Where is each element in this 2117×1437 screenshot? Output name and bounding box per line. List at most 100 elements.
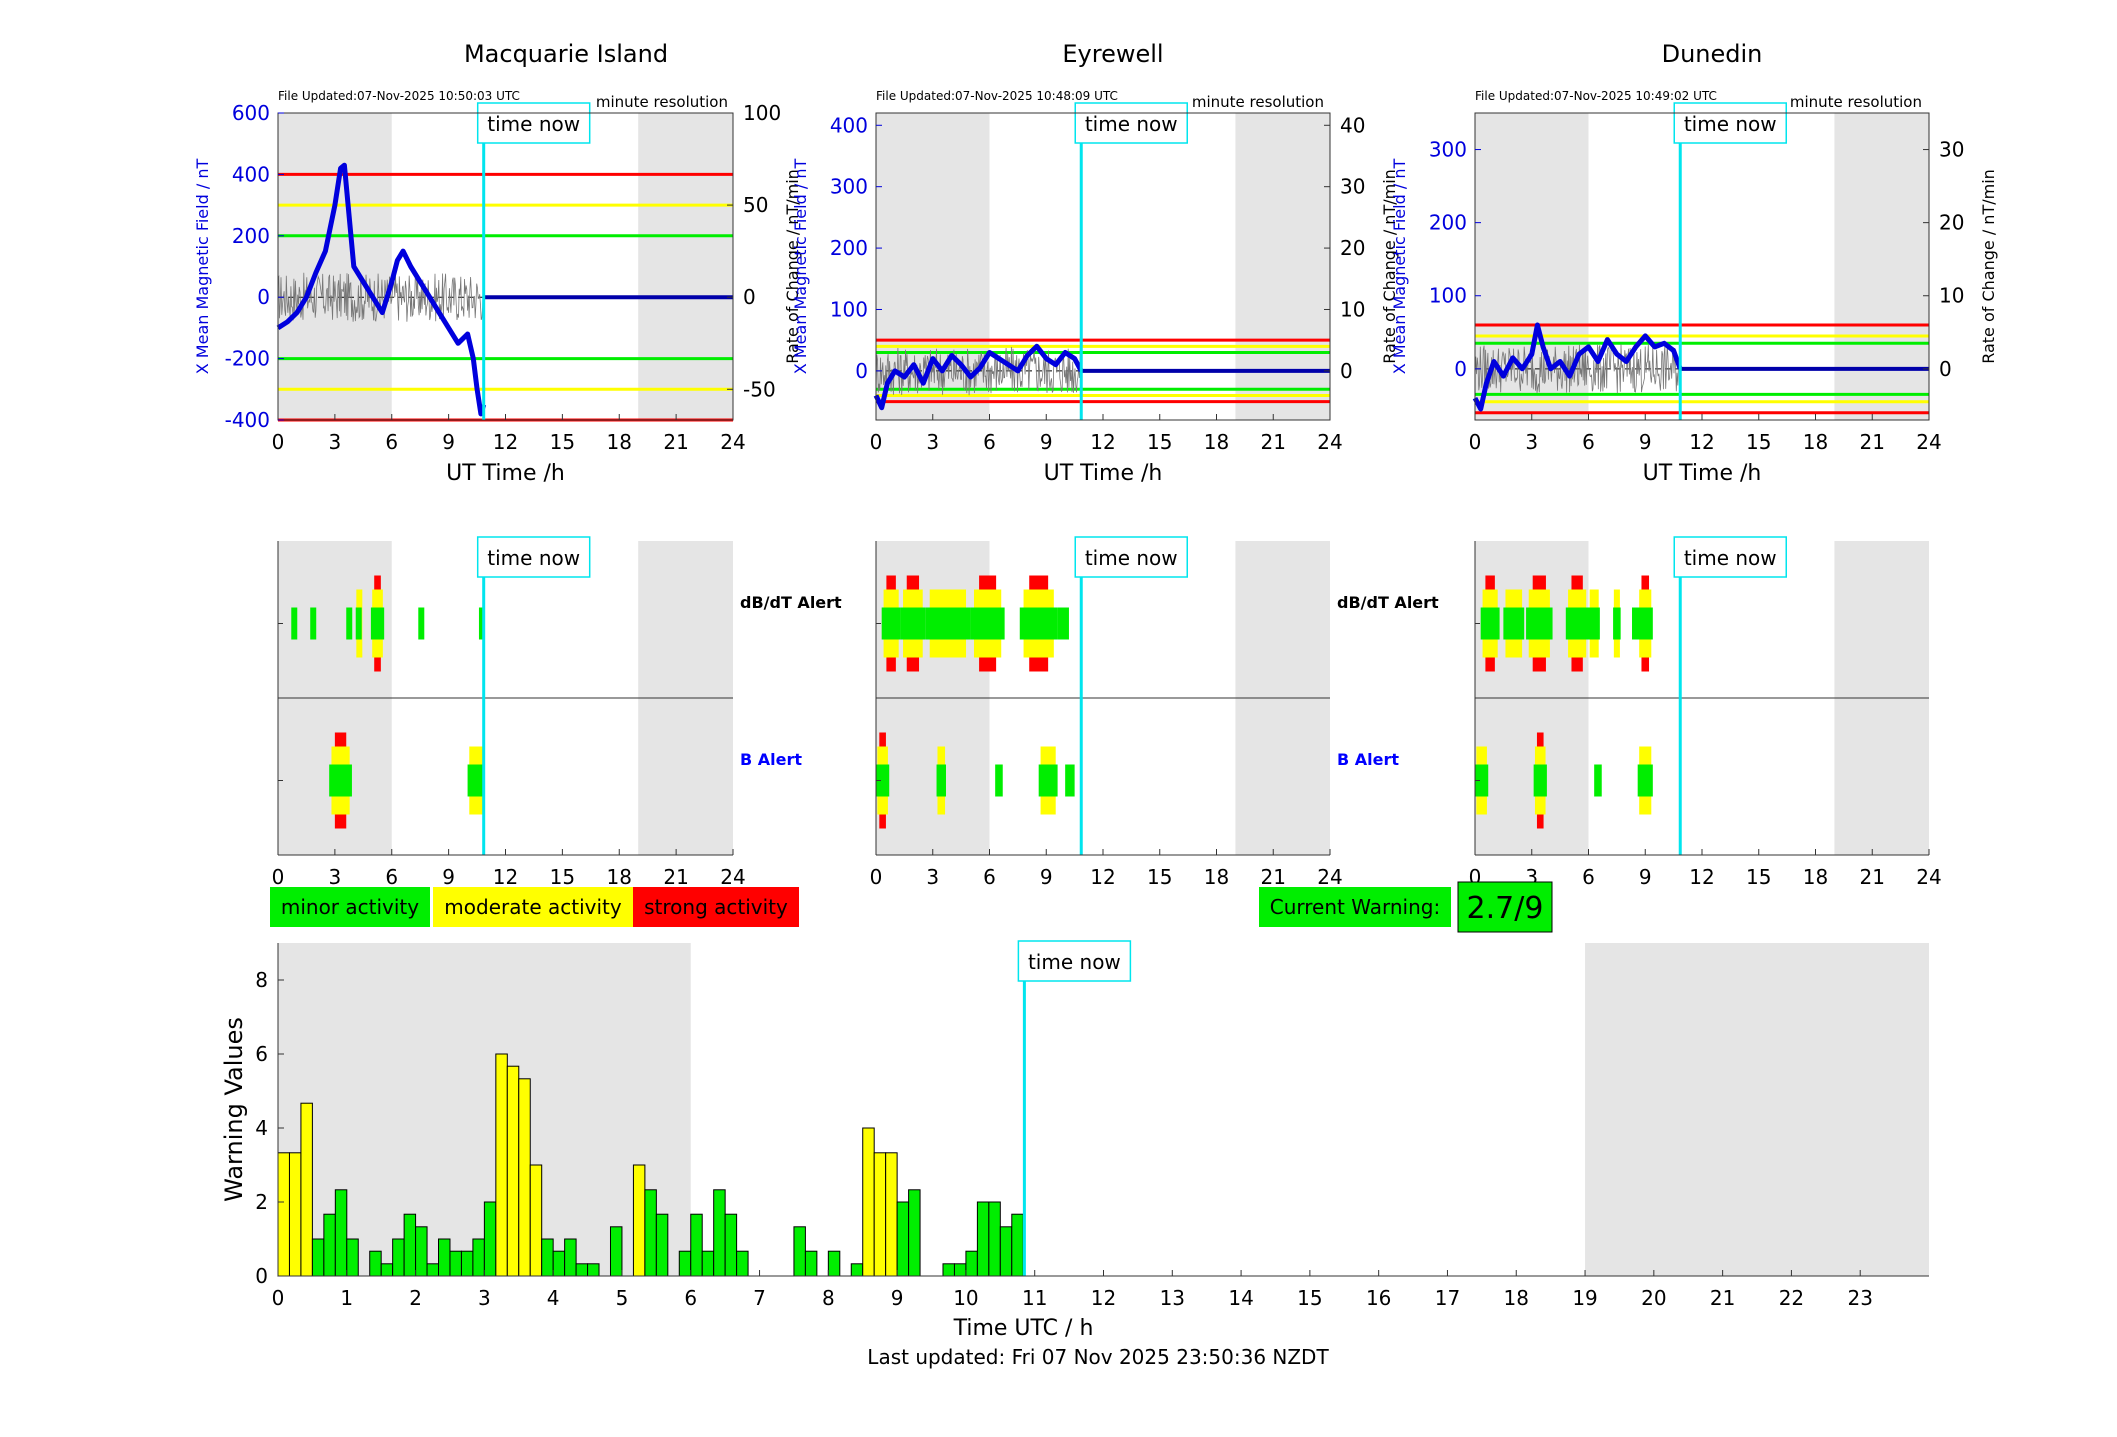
- time-now-label: time now: [487, 112, 580, 136]
- x-tick-label: 12: [1090, 865, 1115, 889]
- y-left-tick-label: 0: [1454, 357, 1467, 381]
- warning-bar: [506, 1065, 520, 1277]
- time-now-box: [476, 102, 591, 144]
- alert-minor-block: [876, 764, 890, 797]
- warning-bar: [552, 1250, 566, 1277]
- station-title-eyrewell: Eyrewell: [1062, 40, 1163, 68]
- x-tick-label: 8: [822, 1286, 835, 1310]
- x-axis-label: UT Time /h: [1643, 461, 1762, 486]
- y-tick-label: 2: [255, 1190, 268, 1214]
- x-tick-label: 18: [1803, 865, 1828, 889]
- current-warning-label: Current Warning:: [1270, 895, 1440, 919]
- x-tick-label: 15: [1297, 1286, 1322, 1310]
- alert-minor-block: [346, 607, 353, 640]
- b-alert-label-eyrewell: B Alert: [1337, 750, 1399, 769]
- warning-bar: [403, 1213, 417, 1277]
- x-tick-label: 6: [1582, 865, 1595, 889]
- y-right-tick-label: 30: [1340, 175, 1365, 199]
- resolution-label-macquarie: minute resolution: [596, 93, 728, 111]
- y-left-axis-label: X Mean Magnetic Field / nT: [791, 159, 810, 375]
- x-tick-label: 6: [684, 1286, 697, 1310]
- dbdt-alert-label-eyrewell: dB/dT Alert: [1337, 593, 1439, 612]
- rate-of-change-trace: [1474, 344, 1681, 394]
- x-tick-label: 15: [550, 865, 575, 889]
- y-left-tick-label: 300: [830, 175, 868, 199]
- alert-minor-block: [310, 607, 317, 640]
- x-tick-label: 15: [1746, 865, 1771, 889]
- y-right-tick-label: 10: [1939, 284, 1964, 308]
- x-tick-label: 12: [493, 430, 518, 454]
- x-tick-label: 18: [1204, 865, 1229, 889]
- rate-of-change-trace: [875, 346, 1082, 396]
- x-tick-label: 24: [1916, 430, 1941, 454]
- x-tick-label: 12: [1091, 1286, 1116, 1310]
- x-tick-label: 15: [1746, 430, 1771, 454]
- x-axis-label: Time UTC / h: [953, 1316, 1094, 1341]
- x-tick-label: 21: [1860, 430, 1885, 454]
- y-right-tick-label: 40: [1340, 113, 1365, 137]
- x-tick-label: 9: [1639, 430, 1652, 454]
- warning-bar: [311, 1238, 325, 1277]
- x-tick-label: 2: [409, 1286, 422, 1310]
- warning-bar: [529, 1164, 543, 1277]
- x-tick-label: 1: [340, 1286, 353, 1310]
- warning-bar: [862, 1127, 875, 1277]
- y-left-tick-label: 100: [830, 297, 868, 321]
- warning-bar: [827, 1250, 841, 1277]
- night-shading: [638, 113, 733, 420]
- current-warning-value-box: [1457, 881, 1553, 933]
- alert-minor-block: [970, 607, 1005, 640]
- warning-bar: [369, 1250, 382, 1277]
- resolution-label-dunedin: minute resolution: [1790, 93, 1922, 111]
- x-tick-label: 0: [272, 1286, 285, 1310]
- y-right-tick-label: 0: [743, 285, 756, 309]
- warning-bar: [472, 1238, 485, 1277]
- warning-bar: [896, 1201, 910, 1277]
- x-tick-label: 9: [442, 865, 455, 889]
- alert-minor-block: [1057, 607, 1069, 640]
- warning-bar: [976, 1201, 990, 1277]
- time-now-label: time now: [1085, 112, 1178, 136]
- x-tick-label: 9: [1639, 865, 1652, 889]
- x-tick-label: 15: [1147, 430, 1172, 454]
- rate-of-change-trace: [277, 272, 484, 322]
- x-tick-label: 9: [1040, 430, 1053, 454]
- time-now-box: [1673, 102, 1787, 144]
- resolution-label-eyrewell: minute resolution: [1192, 93, 1324, 111]
- warning-bar: [483, 1201, 497, 1277]
- magnetic-field-line: [276, 162, 487, 417]
- alert-minor-block: [370, 607, 385, 640]
- legend-strong-box: [633, 887, 799, 927]
- alert-minor-block: [925, 607, 971, 640]
- x-tick-label: 9: [442, 430, 455, 454]
- time-now-box: [1074, 102, 1188, 144]
- night-shading: [1834, 113, 1929, 420]
- alert-minor-block: [1475, 764, 1489, 797]
- night-shading: [1585, 943, 1929, 1276]
- x-axis-label: UT Time /h: [1044, 461, 1163, 486]
- alert-minor-block: [418, 607, 425, 640]
- x-tick-label: 5: [616, 1286, 629, 1310]
- magnetic-field-line: [873, 343, 1084, 411]
- x-tick-label: 0: [870, 865, 883, 889]
- alert-minor-block: [1588, 607, 1600, 640]
- x-tick-label: 6: [385, 430, 398, 454]
- y-right-axis-label: Rate of Change / nT/min: [1979, 169, 1998, 364]
- warning-bar: [609, 1226, 623, 1277]
- time-now-label: time now: [1085, 546, 1178, 570]
- x-tick-label: 24: [720, 430, 745, 454]
- x-tick-label: 18: [1504, 1286, 1529, 1310]
- y-left-tick-label: 200: [1429, 211, 1467, 235]
- alert-minor-block: [1632, 607, 1639, 640]
- y-right-tick-label: 20: [1340, 236, 1365, 260]
- warning-bar: [632, 1164, 646, 1277]
- alert-minor-block: [1594, 764, 1602, 797]
- warning-bar: [953, 1263, 967, 1277]
- warning-bar: [678, 1250, 692, 1277]
- current-warning-value: 2.7/9: [1467, 891, 1544, 926]
- night-shading: [1235, 113, 1330, 420]
- x-tick-label: 21: [1860, 865, 1885, 889]
- y-right-tick-label: 0: [1340, 359, 1353, 383]
